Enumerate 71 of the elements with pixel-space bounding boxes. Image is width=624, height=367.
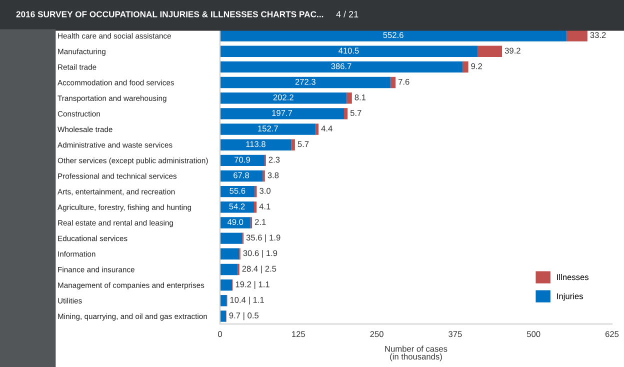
legend-label: Illnesses xyxy=(557,274,589,280)
bar xyxy=(220,217,251,228)
bar xyxy=(346,92,352,104)
data-label: 30.6 | 1.9 xyxy=(243,250,278,258)
data-label: 7.6 xyxy=(398,78,410,85)
bar xyxy=(220,170,263,182)
data-label: 386.7 xyxy=(331,63,352,70)
bar xyxy=(220,154,264,166)
bar xyxy=(220,310,226,322)
bar xyxy=(220,295,227,306)
data-label: 272.3 xyxy=(295,78,316,85)
data-label: 55.6 xyxy=(230,188,246,194)
bar xyxy=(316,124,319,135)
data-label: 2.3 xyxy=(268,156,280,163)
data-label: 9.2 xyxy=(471,63,482,70)
bar xyxy=(220,279,232,291)
bar xyxy=(220,232,242,244)
bar xyxy=(220,124,316,135)
bar xyxy=(477,46,502,57)
x-tick-label: 250 xyxy=(370,331,384,338)
bar xyxy=(220,264,238,276)
data-label: 410.5 xyxy=(338,48,359,54)
bar xyxy=(344,108,348,120)
legend-label: Injuries xyxy=(557,293,583,301)
bar xyxy=(390,76,396,88)
data-label: 4.4 xyxy=(321,126,332,132)
data-label: 67.8 xyxy=(234,172,250,178)
bar xyxy=(220,92,347,104)
data-label: 28.4 | 2.5 xyxy=(242,266,276,274)
data-label: 49.0 xyxy=(227,219,244,225)
bar xyxy=(220,139,292,150)
data-label: 54.2 xyxy=(229,203,245,210)
data-label: 2.1 xyxy=(254,219,266,225)
bar xyxy=(220,76,391,88)
data-label: 202.2 xyxy=(273,94,294,100)
data-label: 113.8 xyxy=(246,141,266,148)
data-label: 70.9 xyxy=(234,156,250,163)
data-label: 9.7 | 0.5 xyxy=(229,312,259,320)
data-label: 152.7 xyxy=(258,126,278,132)
bar xyxy=(220,46,478,57)
x-axis-title: Number of cases (in thousands) xyxy=(385,346,448,362)
bar xyxy=(220,61,463,73)
x-tick-label: 125 xyxy=(292,331,306,338)
data-label: 3.0 xyxy=(260,188,271,194)
bar xyxy=(462,61,468,73)
data-label: 3.8 xyxy=(268,172,279,178)
data-label: 10.4 | 1.1 xyxy=(230,296,264,305)
text: 4 / 21 xyxy=(336,10,358,18)
bar xyxy=(220,186,255,198)
x-tick-label: 375 xyxy=(448,331,462,338)
data-label: 5.7 xyxy=(350,110,362,116)
bar xyxy=(291,139,295,150)
data-label: 5.7 xyxy=(298,141,309,148)
bar xyxy=(566,30,588,42)
x-tick-label: 0 xyxy=(218,331,222,338)
data-label: 4.1 xyxy=(259,204,270,210)
data-label: 39.2 xyxy=(504,48,520,54)
data-label: 19.2 | 1.1 xyxy=(236,281,270,289)
data-label: 35.6 | 1.9 xyxy=(246,234,280,242)
bar xyxy=(254,202,257,213)
bar xyxy=(220,30,567,42)
data-label: 552.6 xyxy=(383,32,404,38)
data-label: 197.7 xyxy=(272,110,292,116)
x-tick-label: 500 xyxy=(526,331,540,338)
chart-title: 2016 SURVEY OF OCCUPATIONAL INJURIES & ILLNESSES CHARTS PAC... xyxy=(16,11,324,18)
data-label: 33.2 xyxy=(590,32,606,38)
bar xyxy=(220,202,254,213)
data-label: 8.1 xyxy=(354,94,366,100)
x-tick-label: 625 xyxy=(605,331,619,338)
bar xyxy=(220,248,240,260)
bar xyxy=(220,108,344,120)
